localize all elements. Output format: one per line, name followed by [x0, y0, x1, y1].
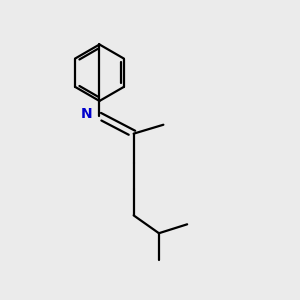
Text: N: N: [80, 107, 92, 121]
